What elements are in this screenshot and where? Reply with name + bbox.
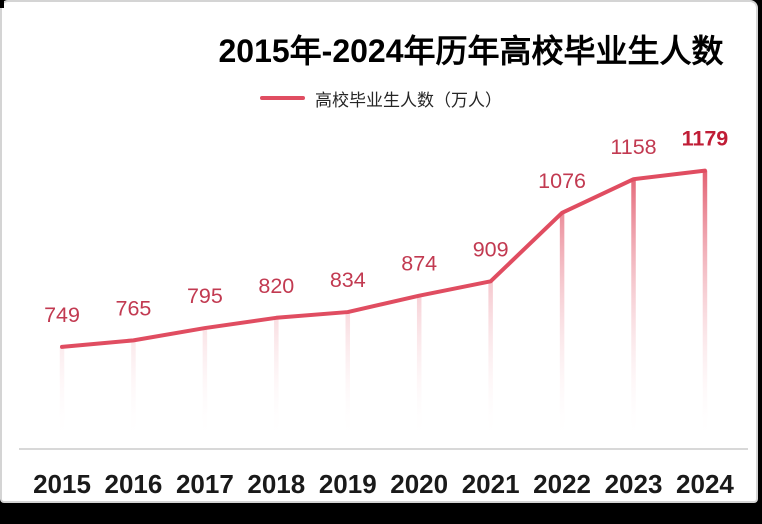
data-label: 1076 — [538, 169, 586, 193]
data-label: 874 — [401, 252, 437, 276]
x-axis-label: 2015 — [33, 469, 91, 499]
drop-line — [345, 312, 351, 448]
chart-svg: 749 765 795 820 834 874 909 1076 1158 1179 2015 201… — [19, 127, 748, 499]
chart-card: 2015年-2024年历年高校毕业生人数 高校毕业生人数（万人） 749 765 7… — [0, 0, 758, 503]
x-axis-label: 2020 — [390, 469, 448, 499]
data-label: 1158 — [610, 135, 656, 159]
data-label: 820 — [258, 274, 294, 298]
data-label: 1179 — [682, 127, 729, 151]
drop-line — [131, 340, 136, 448]
x-axis-label: 2016 — [105, 469, 163, 499]
window-corner-artifact — [0, 0, 4, 8]
window-bottom-bar — [0, 507, 762, 524]
legend-label: 高校毕业生人数（万人） — [315, 90, 502, 110]
x-axis-label: 2021 — [462, 469, 520, 499]
legend-line-swatch — [260, 96, 305, 100]
data-label: 834 — [330, 268, 366, 292]
legend: 高校毕业生人数（万人） — [0, 88, 762, 110]
drop-line — [274, 317, 279, 448]
data-label: 909 — [473, 237, 509, 261]
drop-line — [702, 170, 708, 449]
chart-title: 2015年-2024年历年高校毕业生人数 — [218, 33, 724, 69]
series-line — [60, 168, 707, 349]
x-axis-label: 2017 — [176, 469, 234, 499]
data-label: 749 — [44, 303, 80, 327]
x-axis-label: 2023 — [605, 469, 663, 499]
drop-line — [631, 179, 636, 448]
x-axis-label: 2018 — [247, 469, 305, 499]
drop-line — [488, 281, 493, 448]
drop-line — [202, 328, 208, 448]
drop-line — [416, 295, 422, 448]
x-axis-label: 2024 — [676, 469, 734, 499]
drop-line — [559, 212, 565, 448]
data-label: 795 — [187, 284, 223, 308]
x-axis-label: 2019 — [319, 469, 377, 499]
x-axis-label: 2022 — [533, 469, 591, 499]
drop-line — [59, 346, 65, 448]
data-label: 765 — [116, 296, 152, 320]
